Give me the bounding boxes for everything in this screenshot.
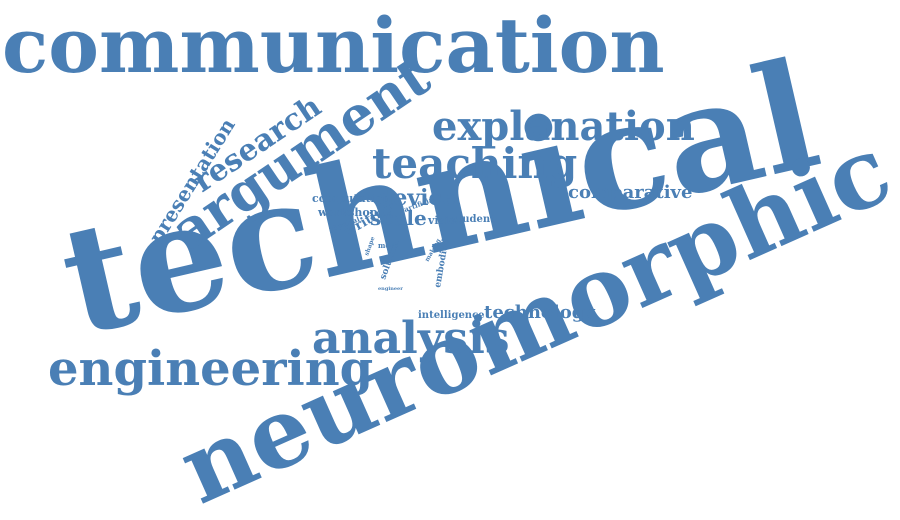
word-intelligence: intelligence — [418, 310, 485, 321]
word-communication: communication — [2, 1, 665, 90]
word-engineer: engineer — [378, 286, 403, 292]
word-more: more — [378, 241, 399, 250]
word-technology: technology — [484, 302, 595, 323]
word-device: device — [378, 185, 456, 211]
word-workshop: workshop — [317, 206, 378, 219]
word-engineering: engineering — [48, 341, 373, 397]
word-computation: computation — [312, 192, 390, 205]
word-explanation: explanation — [432, 103, 695, 150]
word-teaching: teaching — [372, 139, 577, 188]
dot-mark — [474, 314, 482, 322]
word-comparative: comparative — [568, 182, 692, 203]
word-scale: scale — [370, 206, 427, 230]
word-vision: vision — [427, 214, 464, 227]
word-student: student — [452, 214, 495, 225]
